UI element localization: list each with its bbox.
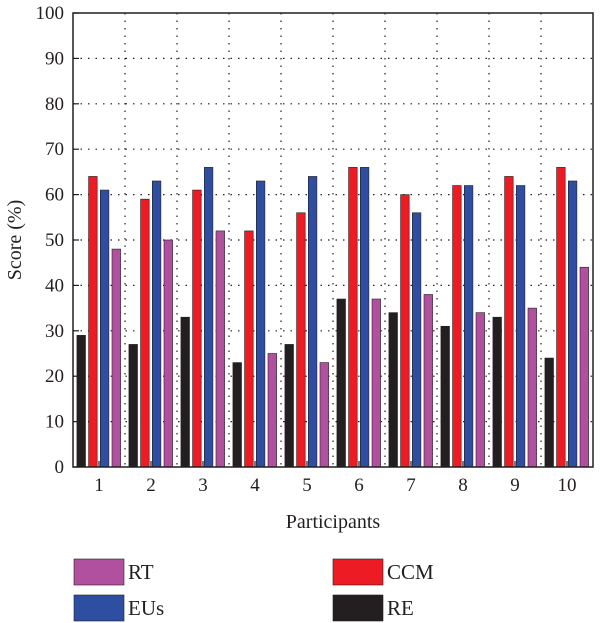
legend-label-re: RE [387, 596, 414, 620]
bars [76, 167, 589, 468]
x-tick-label: 2 [146, 475, 156, 496]
y-tick-label: 40 [45, 275, 64, 296]
bar-eus-participant-7 [411, 212, 422, 468]
bar-rt-participant-8 [475, 312, 485, 468]
bar-eus-participant-1 [100, 189, 110, 468]
bar-rt-participant-2 [163, 239, 173, 468]
bar-re-participant-6 [336, 298, 346, 468]
y-axis-title: Score (%) [4, 200, 26, 281]
x-tick-label: 4 [250, 475, 260, 496]
y-tick-label: 30 [45, 321, 64, 342]
bar-ccm-participant-9 [504, 176, 514, 468]
bar-eus-participant-9 [515, 185, 526, 468]
bar-eus-participant-2 [152, 180, 162, 468]
bar-ccm-participant-6 [348, 167, 358, 468]
bar-rt-participant-4 [267, 353, 277, 468]
grid-lines [73, 13, 593, 467]
bar-rt-participant-5 [319, 362, 329, 468]
bar-re-participant-9 [492, 316, 502, 468]
bar-re-participant-4 [232, 362, 242, 468]
y-tick-label: 80 [45, 94, 64, 115]
bar-re-participant-2 [128, 344, 138, 468]
x-tick-label: 8 [458, 475, 468, 496]
bar-rt-participant-10 [579, 266, 589, 468]
x-tick-label: 10 [558, 475, 577, 496]
legend-swatch-eus [73, 594, 125, 622]
bar-eus-participant-5 [307, 176, 318, 468]
bar-ccm-participant-10 [556, 167, 566, 468]
bar-rt-participant-3 [215, 230, 225, 468]
bar-ccm-participant-3 [192, 189, 202, 468]
bar-re-participant-7 [388, 312, 398, 468]
bar-re-participant-10 [544, 357, 554, 468]
bar-ccm-participant-4 [244, 230, 254, 468]
bar-ccm-participant-2 [140, 198, 150, 468]
bar-re-participant-8 [440, 325, 450, 468]
legend-label-rt: RT [128, 560, 154, 584]
legend-label-eus: EUs [128, 596, 164, 620]
legend-swatch-re [332, 594, 384, 622]
bar-ccm-participant-8 [452, 185, 462, 468]
x-tick-label: 5 [302, 475, 312, 496]
y-tick-label: 10 [45, 412, 64, 433]
legend-swatch-ccm [332, 558, 384, 586]
y-tick-label: 0 [55, 457, 65, 478]
x-axis: 1 2 3 4 5 6 7 8 9 10 [94, 461, 577, 496]
bar-re-participant-3 [180, 316, 190, 468]
bar-eus-participant-6 [359, 167, 370, 468]
bar-ccm-participant-7 [400, 194, 410, 468]
bar-rt-participant-6 [371, 298, 381, 468]
bar-ccm-participant-1 [88, 176, 98, 468]
x-tick-label: 6 [354, 475, 364, 496]
bar-eus-participant-8 [463, 185, 474, 468]
legend-swatch-rt [73, 558, 125, 586]
bar-re-participant-5 [284, 344, 294, 468]
y-axis: 0 10 20 30 40 50 60 70 80 90 100 [36, 3, 79, 478]
bar-rt-participant-7 [423, 294, 433, 468]
y-tick-label: 100 [36, 3, 65, 24]
y-tick-label: 20 [45, 366, 64, 387]
y-tick-label: 50 [45, 230, 64, 251]
legend-label-ccm: CCM [387, 560, 434, 584]
x-tick-label: 9 [510, 475, 520, 496]
bar-rt-participant-9 [527, 307, 537, 468]
x-tick-label: 3 [198, 475, 208, 496]
y-tick-label: 60 [45, 185, 64, 206]
x-tick-label: 1 [94, 475, 104, 496]
bar-ccm-participant-5 [296, 212, 306, 468]
bar-eus-participant-10 [567, 180, 578, 468]
y-tick-label: 70 [45, 139, 64, 160]
y-tick-label: 90 [45, 48, 64, 69]
bar-re-participant-1 [76, 335, 86, 468]
legend: RT CCM EUs RE [73, 558, 434, 622]
bar-eus-participant-3 [204, 167, 214, 468]
bar-eus-participant-4 [255, 180, 266, 468]
bar-rt-participant-1 [111, 248, 121, 468]
x-tick-label: 7 [406, 475, 416, 496]
x-axis-title: Participants [286, 511, 381, 533]
